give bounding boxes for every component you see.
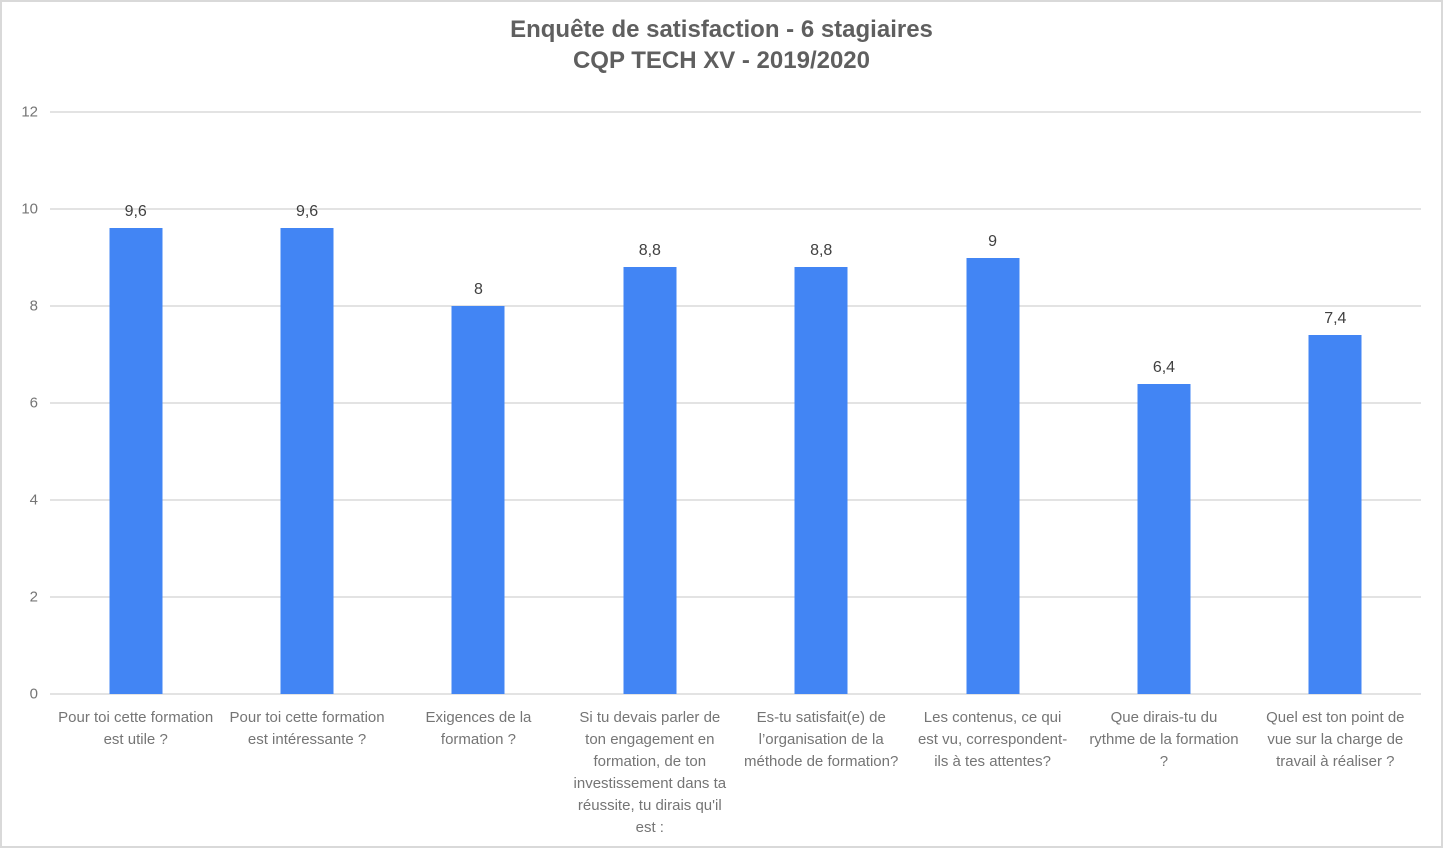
bar-column-6: 9: [907, 112, 1078, 694]
bar-value-label: 9,6: [124, 203, 147, 221]
y-axis-tick-label: 12: [21, 103, 38, 121]
gridline-y-12: [50, 111, 1421, 113]
y-axis-tick-label: 10: [21, 200, 38, 218]
gridline-y-8: [50, 305, 1421, 307]
bar: [794, 267, 848, 694]
x-axis-category-label-4: Si tu devais parler de ton engagement en…: [573, 709, 727, 836]
bar-column-7: 6,4: [1078, 112, 1249, 694]
x-axis-category-label-2: Pour toi cette formation est intéressant…: [229, 709, 385, 748]
bar-column-4: 8,8: [564, 112, 735, 694]
x-axis-category-label-8: Quel est ton point de vue sur la charge …: [1266, 709, 1405, 770]
bar: [1137, 383, 1191, 694]
chart-title-line-2: CQP TECH XV - 2019/2020: [572, 47, 871, 74]
chart-title: Enquête de satisfaction - 6 stagiaires C…: [2, 14, 1441, 76]
x-axis-category-label-1: Pour toi cette formation est utile ?: [58, 709, 214, 748]
bar-value-label: 9: [988, 232, 998, 250]
x-axis-category-label-3: Exigences de la formation ?: [425, 709, 532, 748]
bar-column-3: 8: [393, 112, 564, 694]
bar: [966, 257, 1020, 694]
y-axis-tick-label: 0: [29, 685, 38, 703]
bar: [280, 228, 334, 694]
bar-value-label: 9,6: [295, 203, 319, 221]
bar: [623, 267, 677, 694]
bar-value-label: 8,8: [638, 242, 661, 260]
bar-column-2: 9,6: [221, 112, 392, 694]
bar: [451, 306, 505, 694]
gridline-y-2: [50, 596, 1421, 598]
bars-layer: 9,6 9,6 8 8,8 8,8 9 6,4 7,4: [50, 112, 1421, 694]
bar-value-label: 8: [473, 281, 483, 299]
bar: [1308, 335, 1362, 694]
bar-value-label: 7,4: [1324, 310, 1347, 328]
gridline-y-0: [50, 693, 1421, 695]
y-axis-tick-label: 4: [29, 491, 38, 509]
bar-column-1: 9,6: [50, 112, 221, 694]
y-axis-tick-label: 2: [29, 588, 38, 606]
x-axis-category-label-6: Les contenus, ce qui est vu, corresponde…: [917, 709, 1068, 770]
bar-column-8: 7,4: [1250, 112, 1421, 694]
x-axis-category-label-5: Es-tu satisfait(e) de l’organisation de …: [744, 709, 899, 770]
x-axis-category-label-7: Que dirais-tu du rythme de la formation …: [1089, 709, 1239, 770]
x-axis-labels: Pour toi cette formation est utile ? Pour…: [50, 707, 1421, 839]
chart-title-line-1: Enquête de satisfaction - 6 stagiaires: [510, 16, 933, 43]
bar-value-label: 6,4: [1152, 358, 1176, 376]
gridline-y-10: [50, 208, 1421, 210]
bar-value-label: 8,8: [810, 242, 833, 260]
y-axis-tick-label: 6: [29, 394, 38, 412]
y-axis-tick-label: 8: [29, 297, 38, 315]
bar: [109, 228, 163, 694]
gridline-y-6: [50, 402, 1421, 404]
bar-column-5: 8,8: [736, 112, 907, 694]
gridline-y-4: [50, 499, 1421, 501]
plot-area: 0 2 4 6 8 10 12 9,6 9,6 8 8,8 8,8 9 6,4 7,4: [21, 104, 1421, 703]
